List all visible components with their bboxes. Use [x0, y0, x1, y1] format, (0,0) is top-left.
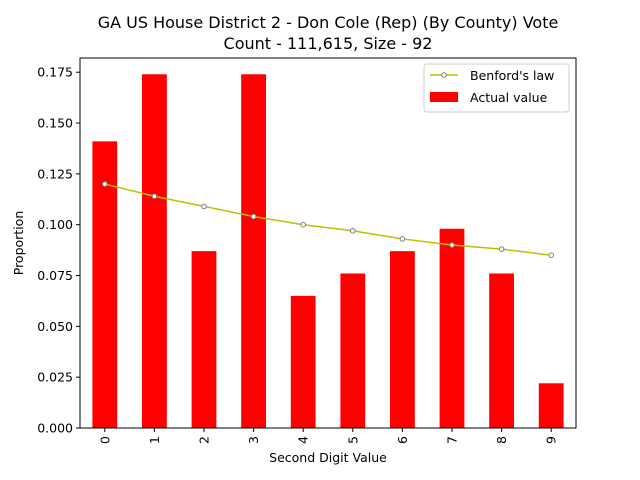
legend-label-benford: Benford's law [470, 68, 554, 83]
bar-digit-1 [142, 74, 167, 428]
y-tick-label-0.175: 0.175 [37, 65, 73, 80]
x-tick-label-8: 8 [494, 436, 509, 444]
legend: Benford's law Actual value [423, 63, 570, 113]
x-tick-label-2: 2 [197, 436, 212, 444]
y-axis: 0.000 0.025 0.050 0.075 0.100 0.125 0.150 0.175 [37, 65, 80, 436]
x-tick-label-1: 1 [147, 436, 162, 444]
y-tick-label-0.125: 0.125 [37, 166, 73, 181]
x-axis-label: Second Digit Value [269, 450, 387, 465]
chart-title-line-2: Count - 111,615, Size - 92 [224, 34, 433, 53]
x-axis: 0 1 2 3 4 5 6 7 8 9 [97, 428, 559, 444]
x-tick-label-7: 7 [445, 436, 460, 444]
bar-digit-6 [390, 251, 415, 428]
bar-digit-0 [92, 141, 118, 428]
x-tick-label-6: 6 [395, 436, 410, 444]
benford-point-digit-4 [300, 221, 307, 228]
x-tick-label-5: 5 [345, 436, 360, 444]
x-tick-label-0: 0 [97, 436, 112, 444]
benford-line [104, 183, 552, 256]
x-tick-label-9: 9 [544, 436, 559, 444]
bar-digit-8 [489, 273, 514, 428]
x-tick-label-4: 4 [296, 436, 311, 444]
legend-label-actual: Actual value [470, 90, 548, 105]
y-tick-label-0.100: 0.100 [37, 217, 73, 232]
benford-point-digit-8 [498, 246, 505, 252]
benford-line-series [102, 181, 555, 258]
y-tick-label-0.150: 0.150 [37, 116, 73, 131]
legend-line-marker [441, 72, 447, 78]
benford-point-digit-7 [449, 242, 455, 248]
bar-digit-7 [439, 228, 465, 428]
legend-bar-swatch [430, 92, 458, 102]
legend-box [423, 63, 570, 113]
bar-series [92, 74, 564, 428]
benford-point-digit-2 [201, 203, 207, 210]
y-tick-label-0.000: 0.000 [37, 421, 73, 436]
plot-frame [79, 57, 577, 429]
y-tick-label-0.025: 0.025 [37, 370, 73, 385]
benford-point-digit-6 [399, 236, 406, 242]
bar-digit-2 [191, 251, 217, 428]
benford-point-digit-0 [102, 181, 108, 187]
x-tick-label-3: 3 [246, 436, 261, 444]
benford-point-digit-1 [151, 193, 158, 200]
bar-digit-9 [538, 383, 564, 428]
benford-point-digit-5 [350, 228, 356, 234]
bar-digit-4 [290, 295, 316, 428]
y-axis-label: Proportion [11, 211, 26, 276]
y-tick-label-0.075: 0.075 [37, 268, 73, 283]
bar-digit-3 [241, 74, 266, 428]
benford-point-digit-9 [548, 252, 555, 258]
benford-point-digit-3 [250, 213, 257, 220]
bar-digit-5 [340, 273, 366, 428]
y-tick-label-0.050: 0.050 [37, 319, 73, 334]
chart-title-line-1: GA US House District 2 - Don Cole (Rep) … [98, 13, 559, 32]
